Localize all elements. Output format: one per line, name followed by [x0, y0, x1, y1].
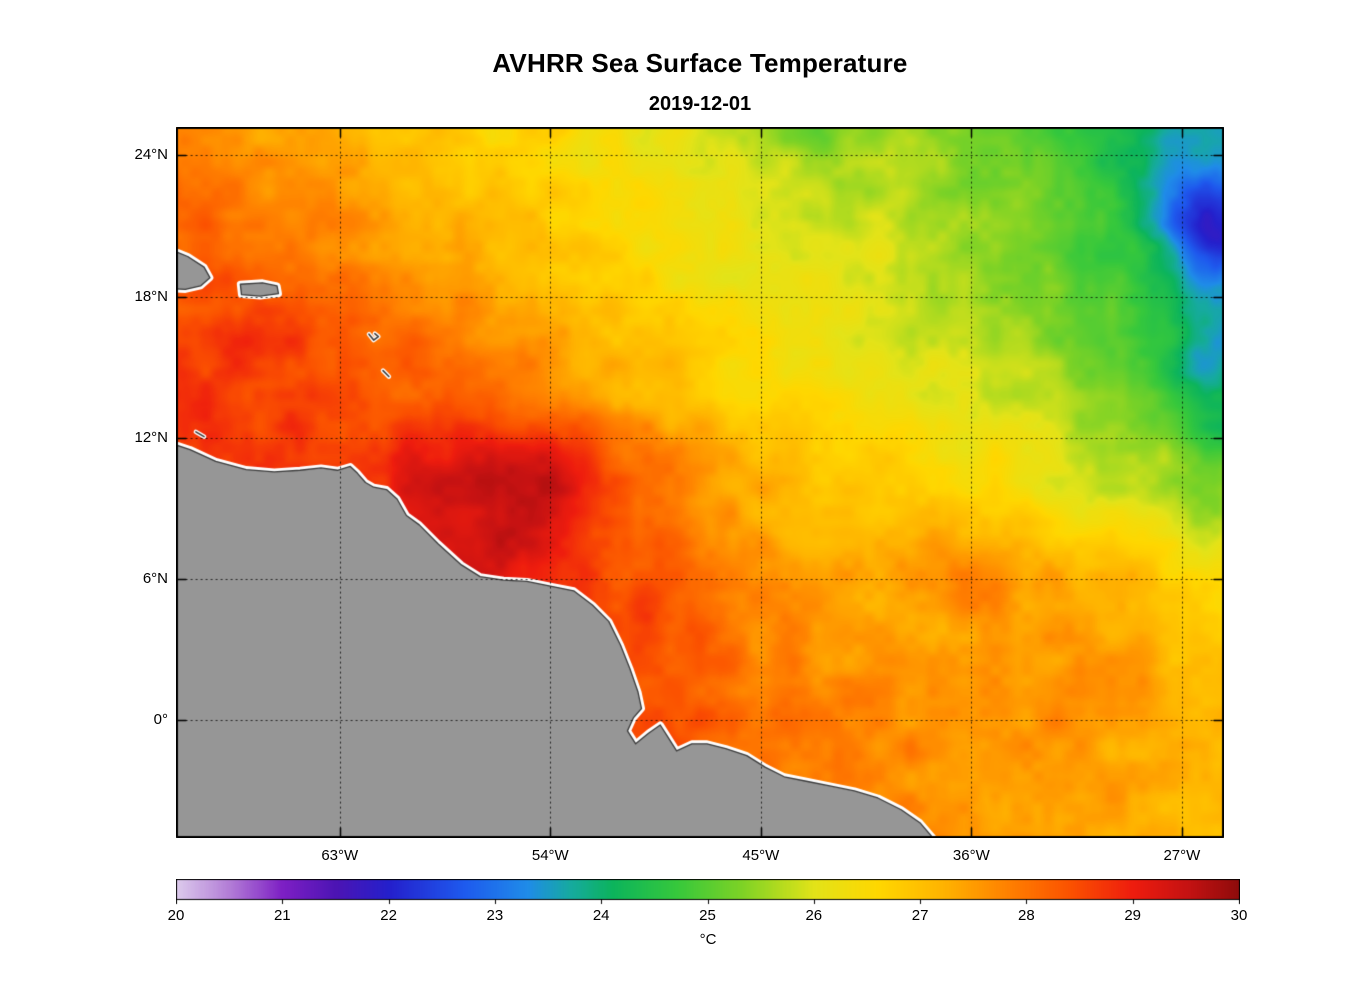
colorbar-unit-label: °C [699, 931, 717, 948]
colorbar-tick-label-8: 28 [1018, 907, 1035, 924]
colorbar-tick-label-0: 20 [167, 907, 185, 924]
x-tick-label-0: 63°W [321, 847, 359, 864]
y-tick-label-3: 6°N [142, 570, 168, 588]
colorbar-tick-label-1: 21 [273, 907, 291, 924]
x-tick-label-1: 54°W [531, 847, 569, 864]
sst-map-canvas [176, 127, 1224, 838]
y-tick-label-4: 0° [153, 711, 168, 729]
y-tick-label-1: 18°N [134, 287, 168, 305]
colorbar-canvas [176, 879, 1240, 908]
y-tick-label-0: 24°N [134, 146, 168, 164]
chart-title: AVHRR Sea Surface Temperature [492, 48, 908, 78]
y-tick-label-2: 12°N [134, 428, 168, 446]
colorbar-tick-label-7: 27 [911, 907, 929, 924]
x-tick-label-2: 45°W [742, 847, 780, 864]
chart-subtitle: 2019-12-01 [648, 93, 752, 115]
x-tick-label-3: 36°W [952, 847, 990, 864]
x-tick-label-4: 27°W [1163, 847, 1201, 864]
colorbar-tick-label-4: 24 [592, 907, 610, 924]
colorbar-tick-label-5: 25 [699, 907, 716, 924]
colorbar-tick-label-9: 29 [1124, 907, 1142, 924]
colorbar-tick-label-3: 23 [486, 907, 504, 924]
colorbar-tick-label-6: 26 [805, 907, 823, 924]
colorbar-tick-label-10: 30 [1230, 907, 1248, 924]
colorbar-tick-label-2: 22 [380, 907, 397, 924]
